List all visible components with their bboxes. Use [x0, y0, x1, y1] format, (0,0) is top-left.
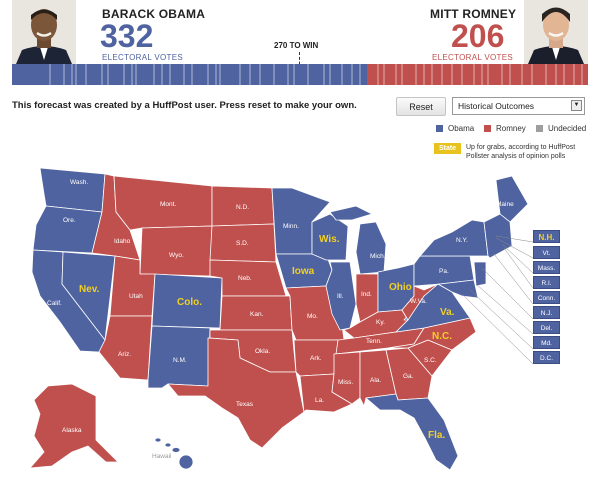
romney-photo	[524, 0, 588, 64]
state-box-ma[interactable]: Mass.	[533, 261, 560, 274]
state-il[interactable]	[325, 261, 357, 331]
label-tx: Texas	[236, 401, 254, 408]
label-ia: Iowa	[292, 266, 315, 277]
label-ky: Ky.	[376, 319, 385, 326]
tossup-chip: State	[434, 143, 461, 154]
label-va: Va.	[440, 307, 455, 318]
label-ne: Neb.	[238, 275, 252, 282]
label-sd: S.D.	[236, 240, 249, 247]
legend-label: Obama	[448, 124, 475, 133]
legend-swatch-undecided	[536, 125, 543, 132]
state-box-de[interactable]: Del.	[533, 321, 560, 334]
state-or[interactable]	[32, 205, 103, 254]
label-ks: Kan.	[250, 311, 264, 318]
label-ut: Utah	[129, 293, 143, 300]
romney-votes-label: ELECTORAL VOTES	[432, 53, 513, 62]
state-box-md[interactable]: Md.	[533, 336, 560, 349]
label-il: Ill.	[337, 293, 344, 300]
label-ar: Ark.	[310, 355, 322, 362]
label-or: Ore.	[63, 217, 76, 224]
label-ny: N.Y.	[456, 237, 468, 244]
label-ok: Okla.	[255, 348, 270, 355]
romney-votes: 206	[451, 18, 505, 54]
state-fl[interactable]	[365, 393, 459, 471]
state-az[interactable]	[98, 315, 153, 381]
label-wv: W.Va.	[410, 298, 427, 305]
ne-connector-lines	[461, 235, 534, 365]
state-tx[interactable]	[167, 337, 305, 449]
label-in: Ind.	[361, 291, 372, 298]
obama-votes: 332	[100, 18, 154, 54]
state-wi[interactable]	[311, 213, 349, 261]
legend-romney: Romney	[484, 124, 526, 133]
state-md[interactable]	[437, 279, 479, 299]
electoral-vote-bar	[12, 64, 588, 85]
state-ak[interactable]	[29, 383, 119, 469]
reset-button[interactable]: Reset	[396, 97, 446, 116]
win-threshold-label: 270 TO WIN	[274, 41, 319, 50]
label-la: La.	[315, 397, 324, 404]
state-mi[interactable]	[355, 221, 387, 275]
label-ca: Calif.	[47, 300, 62, 307]
legend-obama: Obama	[436, 124, 474, 133]
state-me[interactable]	[495, 175, 529, 223]
obama-votes-label: ELECTORAL VOTES	[102, 53, 183, 62]
label-sc: S.C.	[424, 357, 437, 364]
label-wi: Wis.	[319, 234, 340, 245]
label-id: Idaho	[114, 238, 131, 245]
label-tn: Tenn.	[366, 338, 382, 345]
legend-label: Romney	[496, 124, 526, 133]
label-ga: Ga.	[403, 373, 414, 380]
label-az: Ariz.	[118, 351, 131, 358]
label-pa: Pa.	[439, 268, 449, 275]
legend-swatch-romney	[484, 125, 491, 132]
label-mt: Mont.	[160, 201, 176, 208]
state-mi-up[interactable]	[329, 205, 373, 221]
label-ak: Alaska	[62, 427, 82, 434]
legend-label: Undecided	[548, 124, 587, 133]
label-mn: Minn.	[283, 223, 299, 230]
label-fl: Fla.	[428, 430, 445, 441]
state-box-nh[interactable]: N.H.	[533, 230, 560, 243]
label-wa: Wash.	[70, 179, 88, 186]
chevron-down-icon[interactable]: ▼	[571, 100, 582, 111]
label-nc: N.C.	[432, 331, 452, 342]
outcomes-select-value: Historical Outcomes	[458, 101, 535, 111]
label-hi: Hawaii	[152, 453, 172, 460]
label-wy: Wyo.	[169, 252, 184, 259]
state-hi[interactable]	[154, 437, 194, 470]
obama-name: BARACK OBAMA	[102, 7, 206, 21]
state-box-nj[interactable]: N.J.	[533, 306, 560, 319]
label-al: Ala.	[370, 377, 381, 384]
tossup-explanation: Up for grabs, according to HuffPost Poll…	[466, 144, 576, 160]
state-box-vt[interactable]: Vt.	[533, 246, 560, 259]
label-nd: N.D.	[236, 204, 249, 211]
label-me: Maine	[496, 201, 514, 208]
label-nm: N.M.	[173, 357, 187, 364]
label-mi: Mich.	[370, 253, 386, 260]
romney-name: MITT ROMNEY	[430, 7, 517, 21]
state-ne-small[interactable]	[483, 213, 513, 259]
state-wv[interactable]	[401, 283, 439, 321]
label-nv: Nev.	[79, 284, 100, 295]
state-wa[interactable]	[39, 167, 106, 213]
label-co: Colo.	[177, 297, 202, 308]
forecast-note: This forecast was created by a HuffPost …	[12, 100, 357, 111]
label-oh: Ohio	[389, 282, 412, 293]
outcomes-select[interactable]: Historical Outcomes ▼	[452, 97, 585, 115]
legend-undecided: Undecided	[536, 124, 586, 133]
state-ny[interactable]	[419, 219, 489, 257]
state-box-ct[interactable]: Conn.	[533, 291, 560, 304]
state-wy[interactable]	[139, 225, 213, 277]
label-ms: Miss.	[338, 379, 353, 386]
state-box-dc[interactable]: D.C.	[533, 351, 560, 364]
label-mo: Mo.	[307, 313, 318, 320]
obama-photo	[12, 0, 76, 64]
state-box-ri[interactable]: R.I.	[533, 276, 560, 289]
state-nj[interactable]	[473, 261, 487, 287]
us-map: Wash. Ore. Calif. Nev. Idaho Mont. Wyo. …	[29, 167, 534, 471]
legend-swatch-obama	[436, 125, 443, 132]
